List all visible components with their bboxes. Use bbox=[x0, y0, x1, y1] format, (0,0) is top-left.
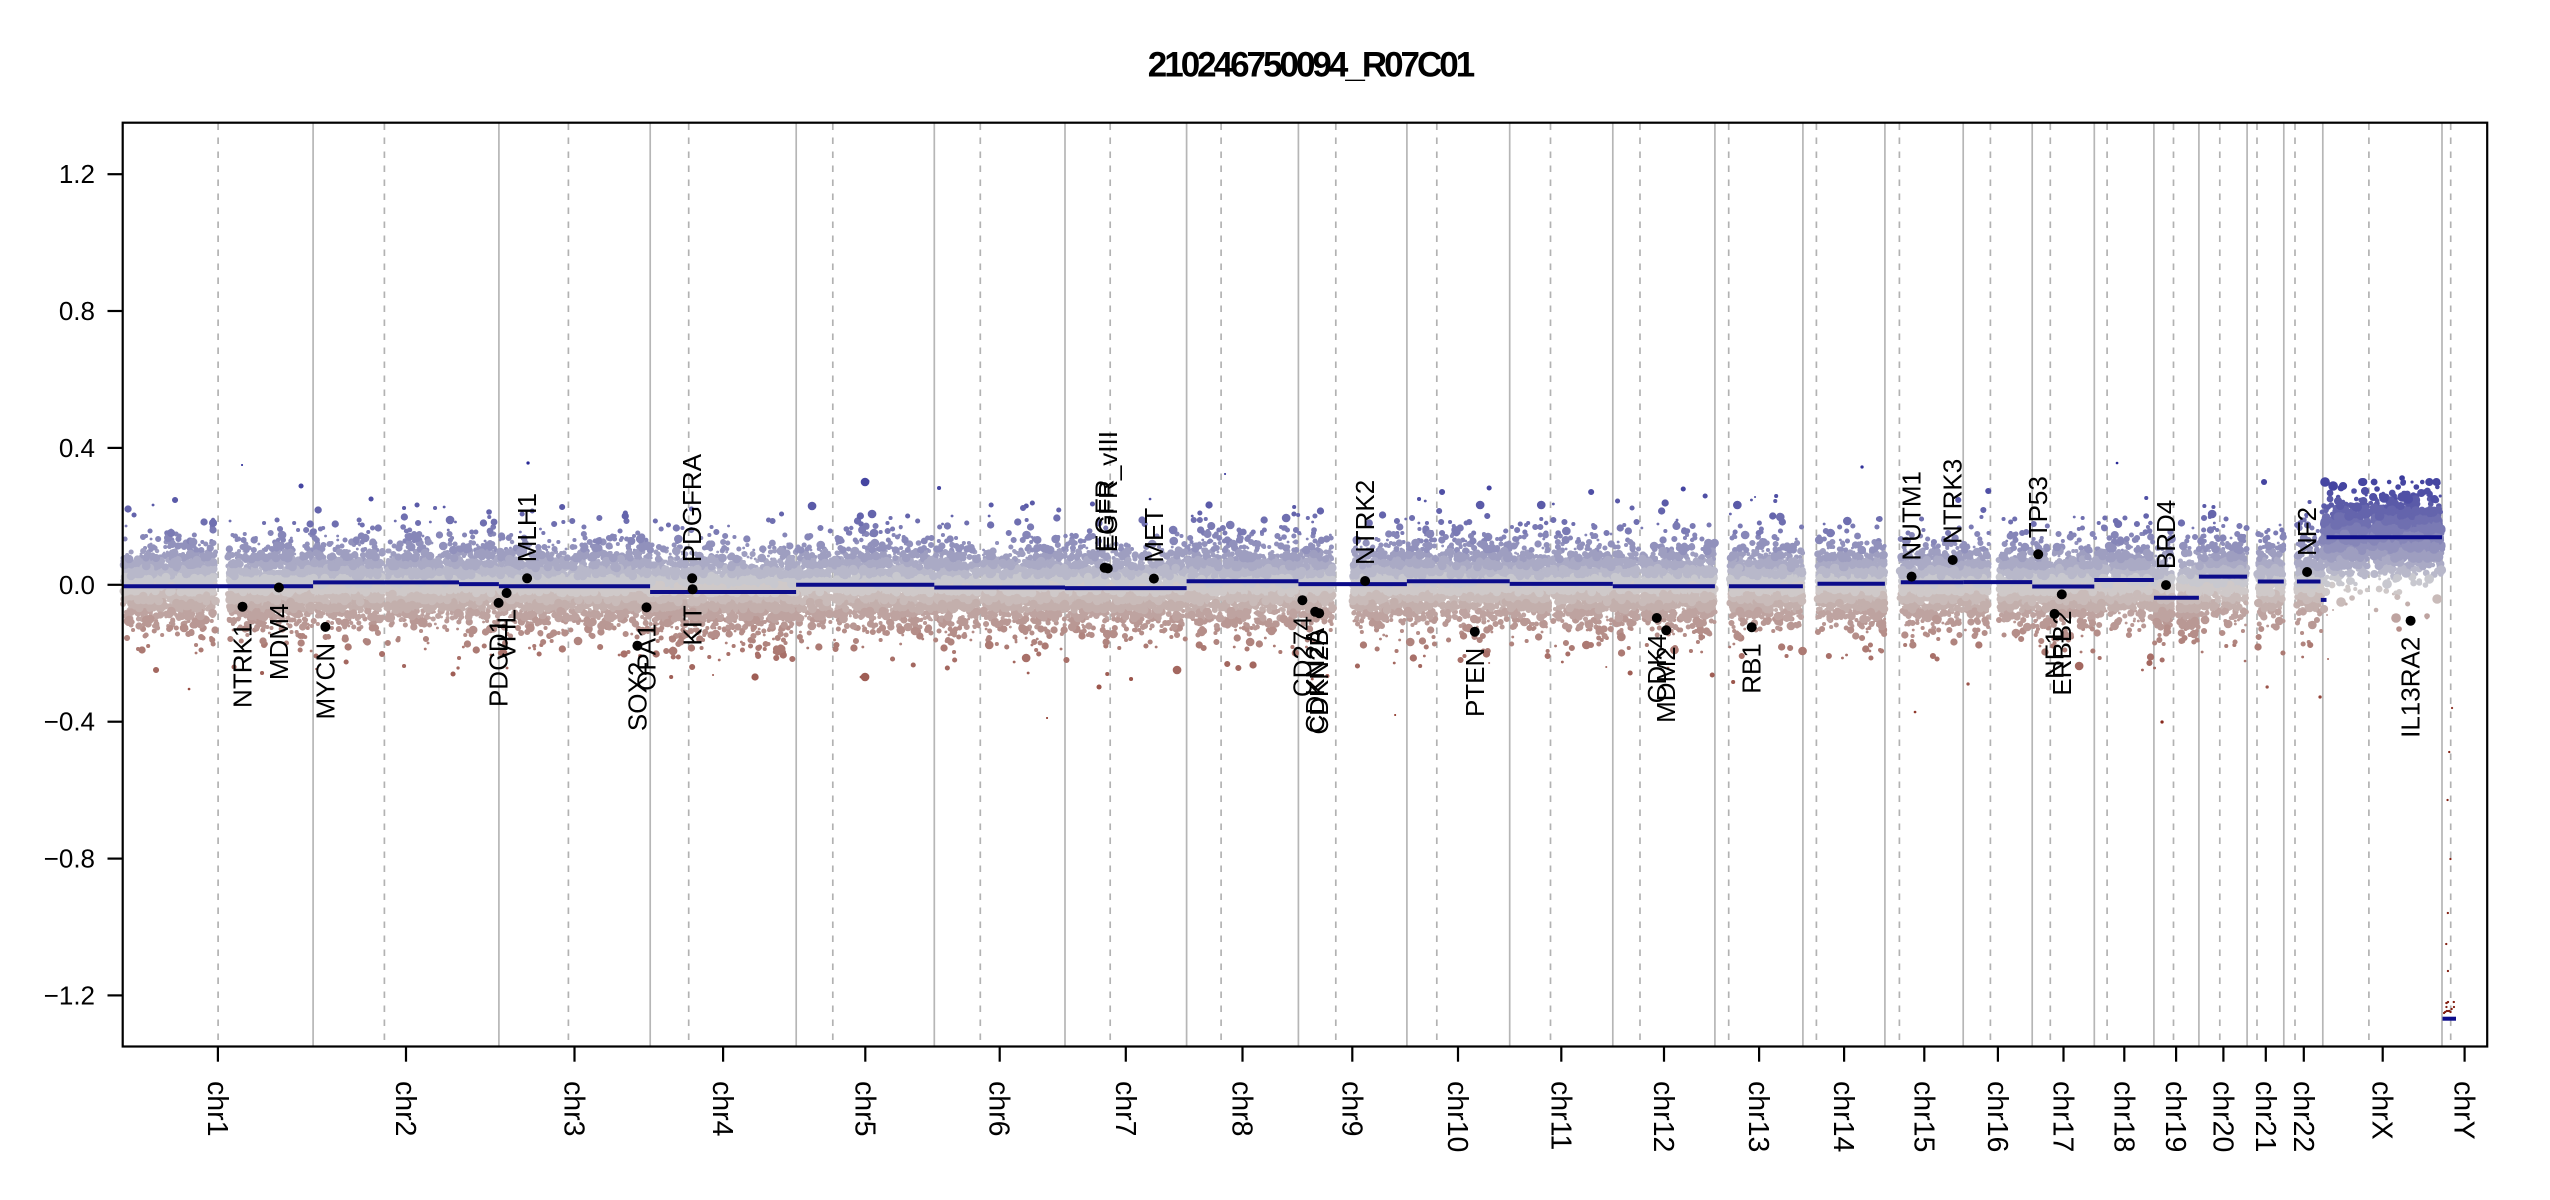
svg-text:chr16: chr16 bbox=[1981, 1081, 2013, 1152]
svg-text:−1.2: −1.2 bbox=[44, 980, 95, 1010]
svg-text:chr3: chr3 bbox=[558, 1081, 590, 1136]
svg-text:chr22: chr22 bbox=[2287, 1081, 2319, 1152]
svg-text:chr2: chr2 bbox=[389, 1081, 421, 1136]
svg-text:chr10: chr10 bbox=[1441, 1081, 1473, 1152]
svg-text:PDGFRA: PDGFRA bbox=[677, 453, 707, 562]
svg-text:−0.4: −0.4 bbox=[44, 707, 95, 737]
svg-text:0.8: 0.8 bbox=[59, 296, 95, 326]
svg-text:PTEN: PTEN bbox=[1460, 648, 1490, 717]
svg-text:chr9: chr9 bbox=[1335, 1081, 1367, 1136]
svg-text:ERBB2: ERBB2 bbox=[2047, 610, 2077, 695]
svg-text:SOX2: SOX2 bbox=[622, 662, 652, 731]
svg-text:chr18: chr18 bbox=[2107, 1081, 2139, 1152]
svg-text:MDM2: MDM2 bbox=[1651, 646, 1681, 723]
svg-text:chr13: chr13 bbox=[1742, 1081, 1774, 1152]
svg-text:NTRK3: NTRK3 bbox=[1938, 459, 1968, 544]
svg-text:VHL: VHL bbox=[492, 609, 522, 660]
svg-text:chr19: chr19 bbox=[2159, 1081, 2191, 1152]
svg-text:RB1: RB1 bbox=[1737, 643, 1767, 694]
svg-text:chrX: chrX bbox=[2366, 1081, 2398, 1140]
svg-text:chr17: chr17 bbox=[2047, 1081, 2079, 1152]
svg-text:IL13RA2: IL13RA2 bbox=[2396, 637, 2426, 738]
svg-text:BRD4: BRD4 bbox=[2151, 500, 2181, 569]
svg-text:CDKN2B: CDKN2B bbox=[1304, 629, 1334, 734]
svg-text:chrY: chrY bbox=[2448, 1081, 2480, 1140]
svg-text:0.0: 0.0 bbox=[59, 570, 95, 600]
svg-text:CDKN2A: CDKN2A bbox=[1300, 627, 1330, 733]
svg-text:chr1: chr1 bbox=[201, 1081, 233, 1136]
svg-text:NF2: NF2 bbox=[2292, 507, 2322, 556]
svg-text:NTRK2: NTRK2 bbox=[1350, 480, 1380, 565]
svg-text:OPA1: OPA1 bbox=[632, 623, 662, 690]
svg-text:PDCD1: PDCD1 bbox=[484, 619, 514, 707]
svg-text:CD274: CD274 bbox=[1287, 616, 1317, 697]
svg-text:chr6: chr6 bbox=[983, 1081, 1015, 1136]
svg-text:chr12: chr12 bbox=[1647, 1081, 1679, 1152]
svg-text:NTRK1: NTRK1 bbox=[228, 623, 258, 708]
svg-text:1.2: 1.2 bbox=[59, 159, 95, 189]
svg-text:chr14: chr14 bbox=[1827, 1081, 1859, 1152]
svg-text:chr4: chr4 bbox=[706, 1081, 738, 1137]
svg-text:EGFR: EGFR bbox=[1090, 479, 1120, 551]
svg-text:MDM4: MDM4 bbox=[264, 604, 294, 681]
svg-text:MET: MET bbox=[1139, 508, 1169, 563]
svg-text:NUTM1: NUTM1 bbox=[1897, 471, 1927, 561]
svg-text:0.4: 0.4 bbox=[59, 433, 95, 463]
svg-text:chr20: chr20 bbox=[2206, 1081, 2238, 1152]
svg-text:chr7: chr7 bbox=[1109, 1081, 1141, 1136]
svg-text:−0.8: −0.8 bbox=[44, 844, 95, 874]
svg-text:chr21: chr21 bbox=[2249, 1081, 2281, 1152]
svg-text:EGFR_vIII: EGFR_vIII bbox=[1093, 431, 1123, 552]
svg-text:NF1: NF1 bbox=[2040, 630, 2070, 679]
svg-text:MLH1: MLH1 bbox=[512, 493, 542, 562]
svg-text:210246750094_R07C01: 210246750094_R07C01 bbox=[1148, 46, 1475, 85]
svg-text:KIT: KIT bbox=[678, 605, 708, 646]
svg-text:chr8: chr8 bbox=[1226, 1081, 1258, 1136]
svg-text:chr15: chr15 bbox=[1907, 1081, 1939, 1152]
svg-text:TP53: TP53 bbox=[2023, 476, 2053, 538]
svg-text:MYCN: MYCN bbox=[310, 643, 340, 720]
svg-text:chr5: chr5 bbox=[848, 1081, 880, 1136]
svg-text:chr11: chr11 bbox=[1544, 1081, 1576, 1150]
svg-text:CDK4: CDK4 bbox=[1642, 634, 1672, 703]
